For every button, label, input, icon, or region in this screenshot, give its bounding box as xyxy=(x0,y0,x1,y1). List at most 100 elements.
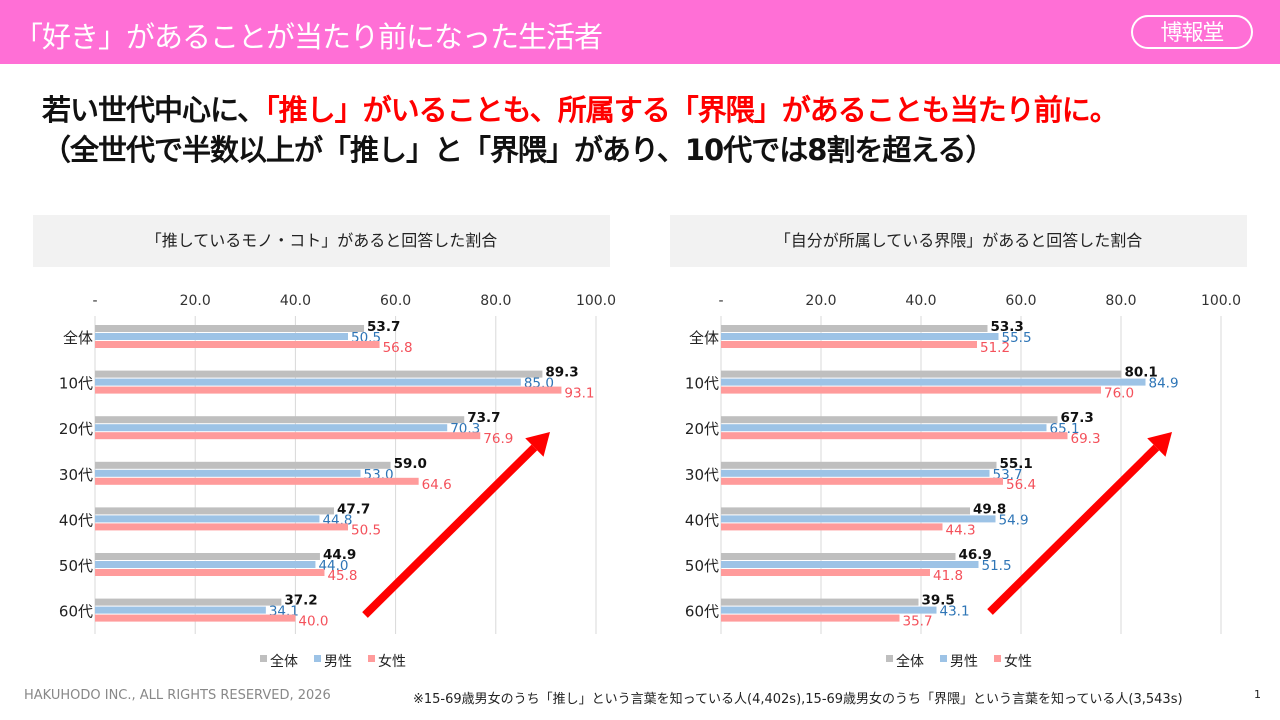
legend-swatch xyxy=(886,655,893,662)
legend-label: 男性 xyxy=(324,654,352,670)
page-number: 1 xyxy=(1254,688,1261,701)
bar-female xyxy=(95,523,349,531)
bar-female xyxy=(721,569,930,576)
bar-female xyxy=(95,432,481,440)
bar-female xyxy=(721,341,977,348)
data-label: 44.3 xyxy=(946,522,976,538)
x-tick-label: 40.0 xyxy=(905,293,936,309)
bar-male xyxy=(95,515,320,523)
bar-male xyxy=(95,378,521,386)
x-tick-label: - xyxy=(92,293,97,309)
bar-male xyxy=(721,561,979,568)
bar-all xyxy=(95,461,391,469)
data-label: 44.0 xyxy=(318,558,348,574)
chart2-title: 「自分が所属している界隈」があると回答した割合 xyxy=(670,215,1247,267)
x-tick-label: 60.0 xyxy=(380,293,411,309)
hakuhodo-logo: 博報堂 xyxy=(1131,15,1253,49)
chart1-title: 「推しているモノ・コト」があると回答した割合 xyxy=(33,215,610,267)
legend-label: 男性 xyxy=(950,654,978,670)
category-label: 40代 xyxy=(685,511,719,529)
x-tick-label: 60.0 xyxy=(1005,293,1036,309)
x-tick-label: 80.0 xyxy=(480,293,511,309)
data-label: 44.9 xyxy=(323,547,356,563)
bar-male xyxy=(721,606,937,614)
bar-male xyxy=(721,515,996,523)
headline-line1-red: 「推し」がいることも、所属する「界隈」があることも当たり前に。 xyxy=(265,93,1119,127)
data-label: 55.1 xyxy=(1000,456,1033,472)
data-label: 43.1 xyxy=(940,604,970,620)
data-label: 93.1 xyxy=(564,386,594,402)
data-label: 54.9 xyxy=(999,512,1029,528)
data-label: 50.5 xyxy=(351,522,381,538)
data-label: 49.8 xyxy=(973,501,1006,517)
category-label: 60代 xyxy=(685,603,719,621)
bar-male xyxy=(721,469,990,477)
bar-all xyxy=(721,416,1058,424)
bar-male xyxy=(95,333,349,340)
legend-label: 全体 xyxy=(270,653,298,670)
data-label: 53.3 xyxy=(991,319,1024,335)
bar-female xyxy=(721,614,900,622)
bar-female xyxy=(95,477,419,485)
data-label: 73.7 xyxy=(467,410,500,426)
category-label: 50代 xyxy=(685,557,719,575)
x-tick-label: 20.0 xyxy=(180,293,211,309)
headline: 若い世代中心に、「推し」がいることも、所属する「界隈」があることも当たり前に。 … xyxy=(42,90,1119,170)
bar-female xyxy=(721,523,943,531)
category-label: 20代 xyxy=(59,420,93,438)
category-label: 全体 xyxy=(689,329,719,347)
bar-female xyxy=(95,569,325,576)
legend-swatch xyxy=(994,655,1001,662)
header-bar: 「好き」があることが当たり前になった生活者 博報堂 xyxy=(0,0,1280,64)
data-label: 69.3 xyxy=(1071,431,1101,447)
bar-male xyxy=(95,606,266,614)
data-label: 39.5 xyxy=(922,593,955,609)
bar-female xyxy=(95,341,380,348)
legend-swatch xyxy=(314,655,321,662)
bar-all xyxy=(721,553,956,560)
data-label: 64.6 xyxy=(422,477,452,493)
data-label: 41.8 xyxy=(933,568,963,584)
x-tick-label: 80.0 xyxy=(1105,293,1136,309)
category-label: 30代 xyxy=(59,466,93,484)
data-label: 56.4 xyxy=(1006,477,1036,493)
data-label: 45.8 xyxy=(327,568,357,584)
bar-all xyxy=(721,507,970,515)
x-tick-label: 20.0 xyxy=(805,293,836,309)
category-label: 30代 xyxy=(685,466,719,484)
trend-arrow-shaft xyxy=(362,444,538,618)
data-label: 89.3 xyxy=(545,365,578,381)
trend-arrow-head xyxy=(525,432,550,457)
bar-female xyxy=(721,386,1101,394)
x-tick-label: 100.0 xyxy=(1201,293,1241,309)
footnote: ※15-69歳男女のうち「推し」という言葉を知っている人(4,402s),15-… xyxy=(413,692,1183,707)
data-label: 84.9 xyxy=(1149,376,1179,392)
data-label: 67.3 xyxy=(1061,410,1094,426)
data-label: 40.0 xyxy=(298,614,328,630)
trend-arrow-shaft xyxy=(987,444,1160,615)
bar-all xyxy=(95,507,334,515)
bar-all xyxy=(95,598,282,606)
bar-male xyxy=(95,424,448,432)
category-label: 10代 xyxy=(59,375,93,393)
bar-male xyxy=(721,378,1146,386)
legend-label: 女性 xyxy=(378,653,406,670)
bar-all xyxy=(721,325,988,332)
category-label: 20代 xyxy=(685,420,719,438)
data-label: 35.7 xyxy=(903,614,933,630)
data-label: 53.7 xyxy=(367,319,400,335)
data-label: 51.2 xyxy=(980,340,1010,356)
bar-female xyxy=(721,432,1068,440)
legend-swatch xyxy=(260,655,267,662)
bar-female xyxy=(721,477,1003,485)
trend-arrow-head xyxy=(1147,432,1172,457)
x-tick-label: 100.0 xyxy=(576,293,616,309)
category-label: 40代 xyxy=(59,511,93,529)
bar-male xyxy=(721,333,999,340)
data-label: 56.8 xyxy=(383,340,413,356)
copyright: HAKUHODO INC., ALL RIGHTS RESERVED, 2026 xyxy=(24,688,331,703)
bar-all xyxy=(95,416,465,424)
bar-male xyxy=(95,561,316,568)
legend-label: 女性 xyxy=(1004,653,1032,670)
